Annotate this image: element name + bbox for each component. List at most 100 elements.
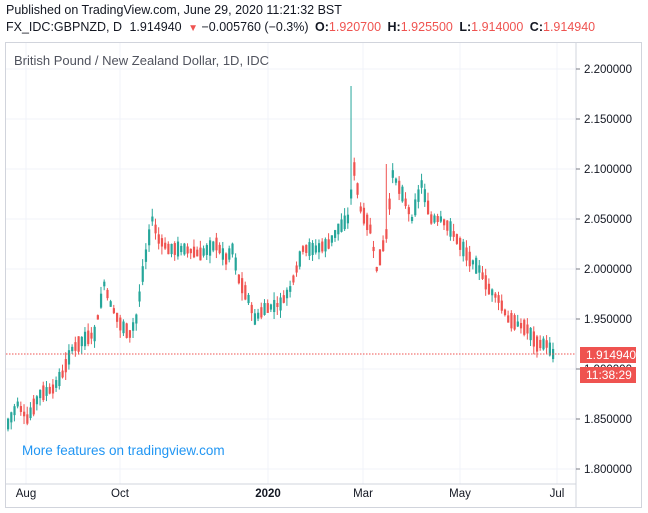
candle-body	[459, 238, 462, 250]
candle-body	[334, 230, 337, 238]
candle-body	[439, 216, 442, 222]
candle-body	[350, 189, 353, 199]
candle-body	[484, 275, 487, 290]
candle-body	[394, 178, 398, 183]
candle-body	[112, 308, 115, 314]
candle-body	[317, 243, 321, 253]
y-tick-label: 1.850000	[584, 414, 632, 426]
candle-body	[151, 216, 154, 222]
candle-body	[545, 340, 548, 348]
candle-body	[103, 281, 106, 287]
countdown-badge: 11:38:29	[580, 367, 636, 383]
candle-body	[308, 242, 311, 256]
candle-body	[29, 407, 32, 419]
candle-body	[208, 240, 212, 256]
candle-body	[122, 321, 125, 334]
candle-body	[186, 246, 189, 254]
candle-body	[343, 215, 346, 230]
candle-body	[475, 257, 478, 274]
low-value: 1.914000	[471, 20, 524, 34]
candle-body	[58, 371, 61, 387]
candle-body	[375, 266, 378, 272]
candle-body	[276, 302, 279, 308]
promo-link[interactable]: More features on tradingview.com	[22, 443, 225, 458]
candle-body	[295, 265, 298, 273]
candle-body	[269, 304, 273, 310]
last-price: 1.914940	[129, 20, 182, 34]
candle-body	[507, 315, 510, 323]
candle-body	[13, 406, 16, 416]
candle-body	[212, 241, 215, 251]
candle-body	[471, 260, 475, 265]
y-tick-label: 1.950000	[584, 314, 632, 326]
chart-frame[interactable]	[5, 42, 642, 508]
candle-body	[356, 183, 359, 195]
candle-body	[478, 265, 481, 273]
candle-body	[192, 246, 196, 258]
candle-body	[42, 385, 45, 401]
candle-body	[176, 241, 180, 257]
candle-body	[382, 240, 385, 252]
change-arrow-icon: ▼	[188, 23, 199, 34]
y-tick-label: 2.150000	[584, 114, 632, 126]
candle-body	[433, 215, 436, 223]
candle-body	[87, 330, 90, 345]
candle-body	[39, 389, 42, 399]
candle-body	[301, 246, 305, 252]
x-tick-label: 2020	[255, 488, 281, 500]
candle-body	[23, 411, 26, 417]
candle-body	[16, 401, 19, 407]
open-label: O:	[315, 20, 329, 34]
candle-body	[548, 342, 551, 356]
candle-body	[391, 170, 394, 178]
candle-body	[523, 319, 526, 335]
candle-body	[96, 315, 99, 320]
candle-body	[106, 289, 109, 299]
candle-body	[491, 289, 494, 296]
candle-body	[401, 186, 404, 202]
candle-body	[71, 346, 74, 352]
candle-body	[513, 315, 516, 330]
candle-body	[449, 221, 452, 237]
candle-body	[526, 324, 529, 334]
candle-body	[455, 234, 459, 244]
candle-body	[532, 331, 535, 347]
candle-body	[61, 370, 64, 378]
candle-body	[250, 304, 253, 314]
candle-body	[67, 350, 71, 365]
candle-body	[215, 237, 218, 251]
y-tick-label: 2.100000	[584, 164, 632, 176]
candle-body	[539, 339, 542, 349]
candle-body	[173, 243, 176, 255]
low-label: L:	[459, 20, 472, 34]
y-tick-label: 1.800000	[584, 464, 632, 476]
candle-body	[253, 313, 257, 325]
candle-body	[510, 312, 513, 329]
candle-body	[10, 412, 13, 423]
candle-body	[273, 299, 276, 313]
candle-body	[324, 239, 327, 252]
candle-body	[420, 180, 423, 188]
candle-body	[337, 223, 340, 235]
ohlc-legend: FX_IDC:GBPNZD, D 1.914940 ▼ −0.005760 (−…	[6, 20, 595, 34]
candle-body	[327, 239, 330, 249]
candle-body	[247, 294, 250, 304]
candle-body	[244, 285, 247, 300]
candle-body	[263, 303, 266, 315]
candle-body	[487, 283, 491, 295]
x-tick-label: Aug	[16, 488, 36, 500]
candle-body	[228, 248, 231, 260]
candle-body	[231, 243, 234, 255]
x-tick-label: Oct	[111, 488, 130, 500]
candle-body	[32, 398, 35, 415]
candle-body	[516, 321, 519, 327]
candle-body	[497, 295, 500, 303]
candle-body	[221, 248, 224, 260]
candle-body	[218, 244, 221, 254]
candle-body	[132, 322, 135, 331]
candle-body	[138, 291, 141, 302]
symbol-label: FX_IDC:GBPNZD, D	[6, 20, 122, 34]
candle-body	[48, 386, 51, 394]
candle-body	[279, 297, 282, 311]
